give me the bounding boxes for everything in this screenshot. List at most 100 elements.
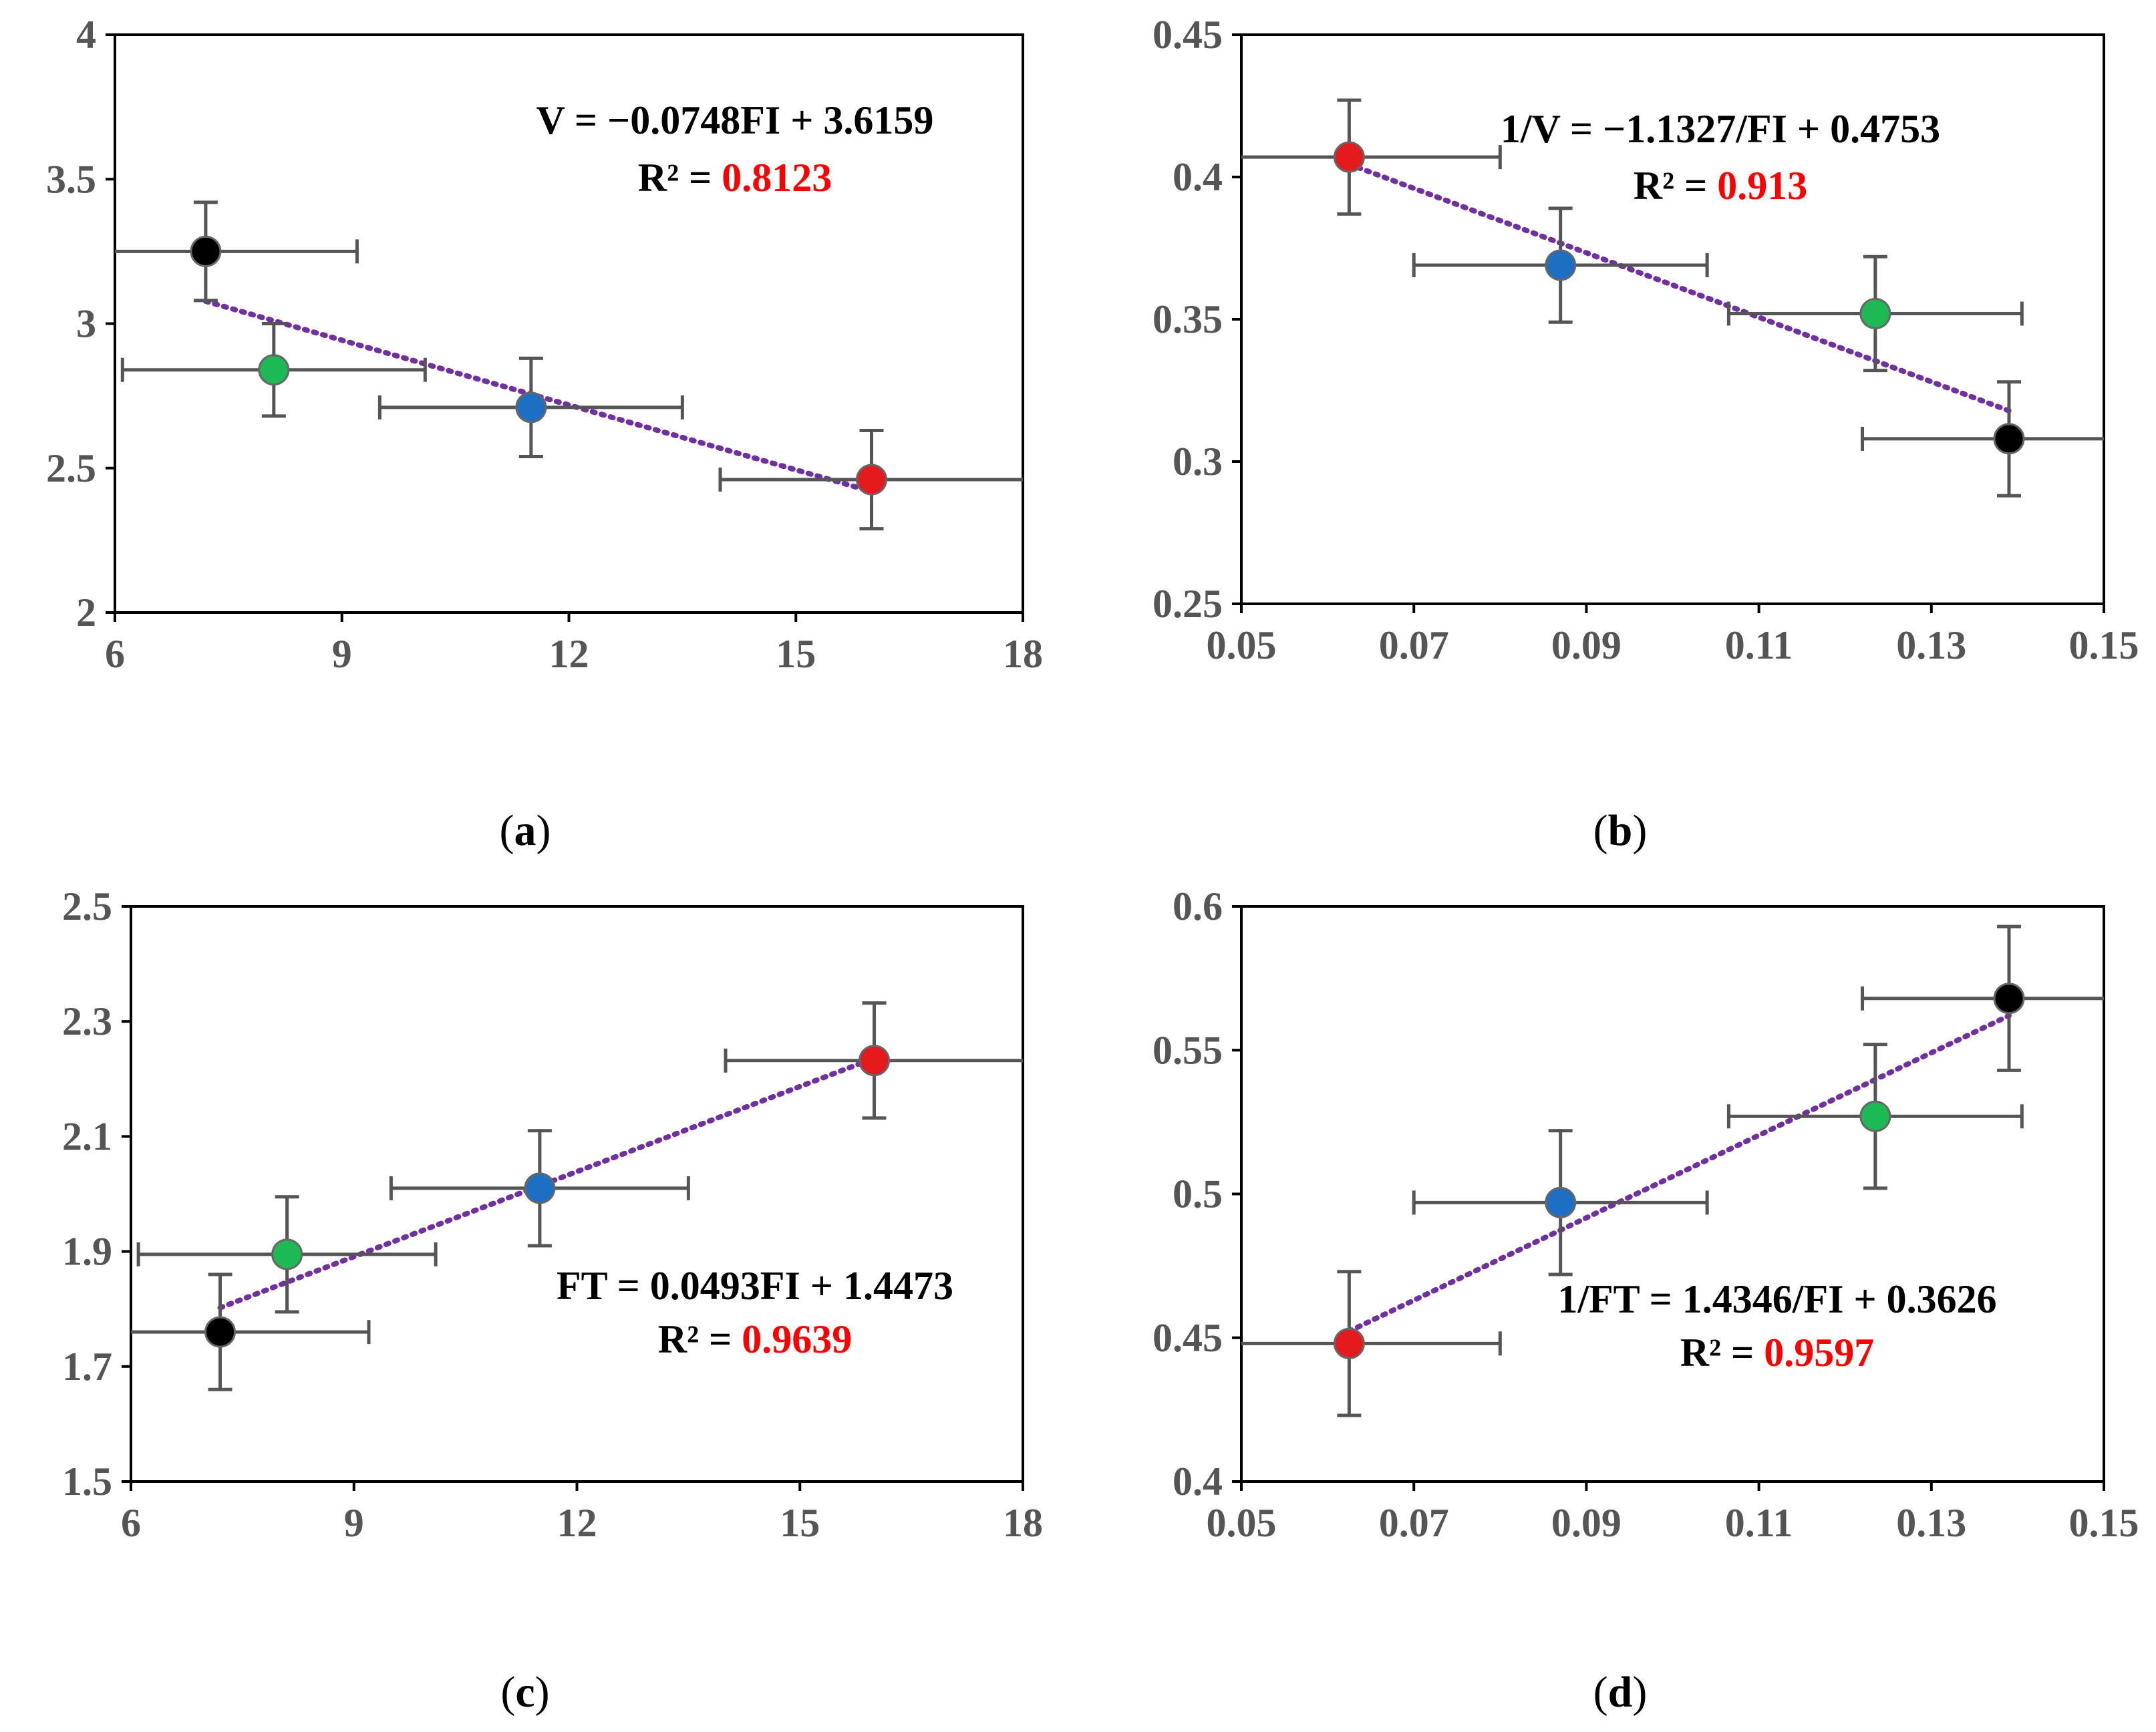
r-squared-value: 0.9639 <box>742 1317 852 1361</box>
trendline <box>202 299 867 492</box>
y-tick-label: 0.35 <box>1152 297 1223 341</box>
caption-letter: d <box>1608 1668 1633 1717</box>
marker-red <box>859 1045 890 1077</box>
y-tick-label: 2.5 <box>62 884 112 928</box>
panel-caption: (c) <box>500 1668 549 1717</box>
marker-green <box>258 354 290 386</box>
x-tick-label: 12 <box>549 632 589 676</box>
chart-panel-a: 6 9 12 15 18 2 2.5 3 3.5 4 V = −0.0748FI + 3.6159 R… <box>46 13 1043 855</box>
data-point-blue <box>389 1129 690 1248</box>
regression-equation: FT = 0.0493FI + 1.4473 <box>557 1264 953 1308</box>
caption-close-paren: ) <box>536 806 551 855</box>
r-squared-prefix: R² = <box>1634 164 1718 208</box>
regression-equation: 1/V = −1.1327/FI + 0.4753 <box>1501 107 1940 151</box>
y-tick-label: 0.3 <box>1173 440 1223 484</box>
r-squared-prefix: R² = <box>1680 1331 1764 1375</box>
marker-green <box>1859 297 1891 329</box>
data-point-red <box>718 429 1023 531</box>
chart-panel-b: 0.05 0.07 0.09 0.11 0.13 0.15 0.25 0.3 0.35 0.4 0.… <box>1152 13 2139 855</box>
data-point-blue <box>1412 1129 1709 1276</box>
x-tick-label: 9 <box>332 632 352 676</box>
y-tick-label: 0.4 <box>1173 1459 1223 1504</box>
marker-green <box>1859 1100 1891 1132</box>
y-tick-label: 2.1 <box>62 1114 112 1158</box>
y-tick-label: 0.6 <box>1173 884 1223 928</box>
chart-panel-c: 6 9 12 15 18 1.5 1.7 1.9 2.1 2.3 2.5 FT = 0.0493FI … <box>62 884 1043 1717</box>
y-tick-label: 1.9 <box>62 1230 112 1274</box>
r-squared-value: 0.9597 <box>1764 1331 1874 1375</box>
y-tick-label: 2 <box>76 590 96 635</box>
x-tick-label: 0.15 <box>2069 623 2139 667</box>
x-tick-label: 6 <box>121 1501 141 1545</box>
y-tick-label: 0.4 <box>1173 155 1223 199</box>
data-point-green <box>1726 1043 2024 1190</box>
r-squared-prefix: R² = <box>638 156 722 200</box>
caption-letter: c <box>515 1668 534 1717</box>
caption-open-paren: ( <box>500 806 514 855</box>
r-squared-value: 0.913 <box>1717 164 1807 208</box>
x-tick-label: 0.07 <box>1379 623 1449 667</box>
plot-area-frame <box>130 905 1024 1483</box>
x-tick-label: 18 <box>1003 1501 1043 1545</box>
y-tick-label: 3.5 <box>46 157 96 201</box>
caption-open-paren: ( <box>500 1668 515 1717</box>
marker-green <box>271 1238 303 1270</box>
y-tick-label: 0.5 <box>1173 1172 1223 1216</box>
marker-blue <box>524 1172 556 1204</box>
marker-red <box>856 464 887 496</box>
r-squared-label: R² = 0.9597 <box>1680 1331 1875 1375</box>
data-point-blue <box>377 356 684 458</box>
data-point-black <box>115 200 359 303</box>
data-point-black <box>1861 924 2104 1072</box>
marker-red <box>1333 141 1365 173</box>
r-squared-label: R² = 0.8123 <box>638 156 832 200</box>
x-tick-label: 9 <box>344 1501 364 1545</box>
regression-equation: 1/FT = 1.4346/FI + 0.3626 <box>1557 1277 1996 1321</box>
x-tick-label: 0.15 <box>2069 1501 2139 1545</box>
x-tick-label: 0.11 <box>1725 1501 1793 1545</box>
y-tick-label: 0.45 <box>1152 1316 1223 1360</box>
x-tick-label: 0.07 <box>1379 1501 1449 1545</box>
marker-black <box>1993 423 2025 455</box>
chart-panel-d: 0.05 0.07 0.09 0.11 0.13 0.15 0.4 0.45 0.5 0.55 0.… <box>1152 884 2139 1717</box>
y-tick-label: 0.45 <box>1152 13 1223 57</box>
r-squared-prefix: R² = <box>658 1317 742 1361</box>
caption-close-paren: ) <box>1632 1668 1647 1717</box>
marker-black <box>1993 983 2025 1015</box>
caption-close-paren: ) <box>1632 806 1647 855</box>
caption-close-paren: ) <box>535 1668 550 1717</box>
y-tick-label: 2.5 <box>46 446 96 490</box>
x-tick-label: 18 <box>1003 632 1043 676</box>
x-tick-label: 0.09 <box>1551 1501 1622 1545</box>
plot-area-frame <box>1240 905 2105 1483</box>
x-tick-label: 0.05 <box>1207 623 1277 667</box>
y-tick-label: 0.55 <box>1152 1028 1223 1072</box>
caption-letter: a <box>514 806 536 855</box>
marker-red <box>1333 1327 1365 1359</box>
data-point-green <box>120 322 427 418</box>
r-squared-label: R² = 0.913 <box>1634 164 1808 208</box>
data-point-red <box>724 1001 1023 1120</box>
panel-caption: (b) <box>1593 806 1648 855</box>
x-tick-label: 0.13 <box>1896 1501 1966 1545</box>
data-point-green <box>136 1195 438 1314</box>
x-tick-label: 0.09 <box>1551 623 1622 667</box>
caption-open-paren: ( <box>1593 1668 1608 1717</box>
r-squared-value: 0.8123 <box>722 156 832 200</box>
marker-blue <box>515 391 547 423</box>
x-tick-label: 0.11 <box>1725 623 1793 667</box>
x-tick-label: 6 <box>105 632 125 676</box>
data-point-black <box>1861 380 2104 498</box>
caption-letter: b <box>1608 806 1633 855</box>
x-tick-label: 15 <box>780 1501 820 1545</box>
y-tick-label: 4 <box>76 13 96 57</box>
r-squared-label: R² = 0.9639 <box>658 1317 853 1361</box>
data-point-blue <box>1412 206 1709 324</box>
y-tick-label: 0.25 <box>1152 582 1223 626</box>
data-point-red <box>1241 1270 1502 1417</box>
y-tick-label: 2.3 <box>62 999 112 1043</box>
y-tick-label: 1.7 <box>62 1345 112 1389</box>
x-tick-label: 15 <box>776 632 816 676</box>
regression-equation: V = −0.0748FI + 3.6159 <box>536 98 934 142</box>
